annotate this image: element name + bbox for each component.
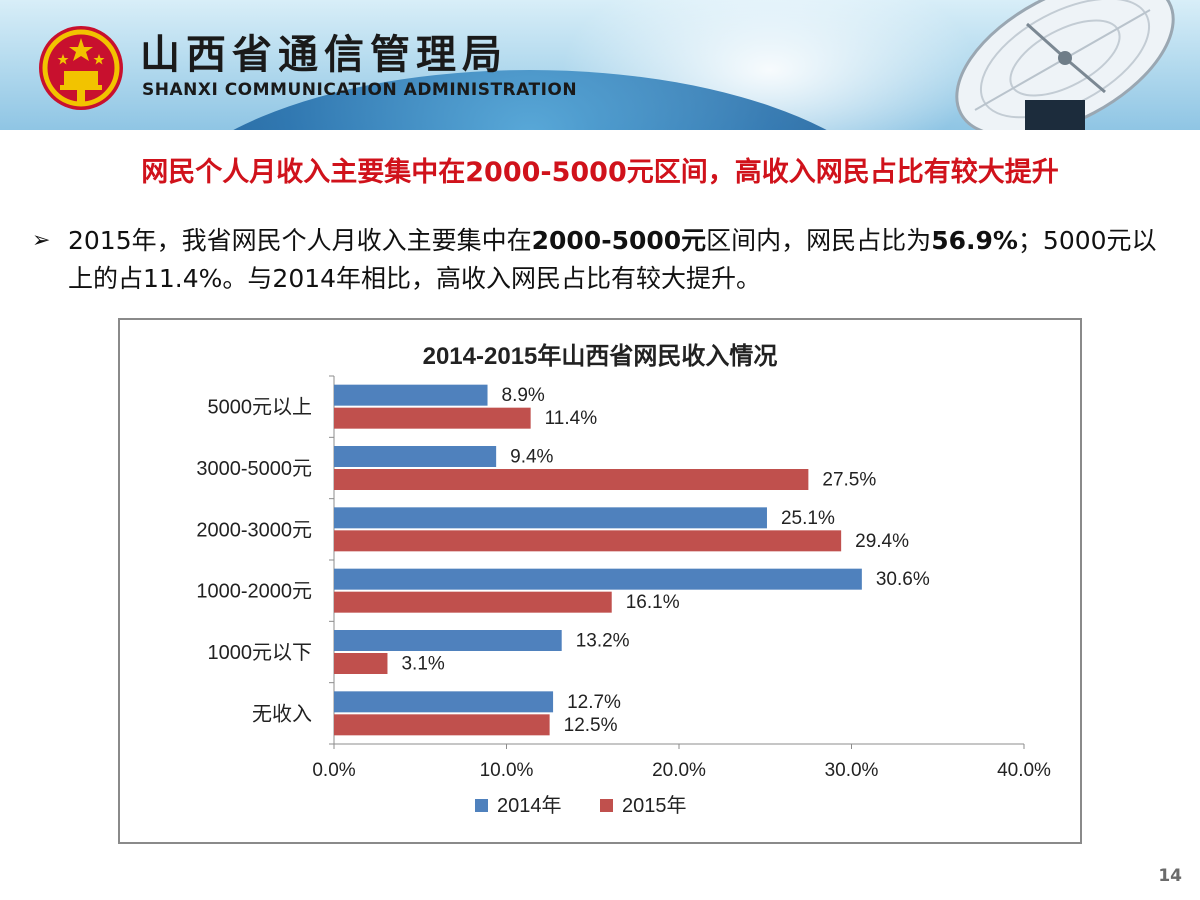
bar-2015年 bbox=[334, 407, 531, 429]
data-label: 3.1% bbox=[401, 654, 444, 675]
national-emblem-icon bbox=[39, 26, 123, 110]
bar-2014年 bbox=[334, 384, 488, 406]
bar-2015年 bbox=[334, 714, 550, 736]
category-label: 1000元以下 bbox=[208, 642, 313, 664]
bullet-arrow-icon: ➢ bbox=[32, 228, 51, 253]
legend-label: 2014年 bbox=[497, 794, 562, 817]
chart-title: 2014-2015年山西省网民收入情况 bbox=[423, 342, 778, 370]
chart-frame: 2014-2015年山西省网民收入情况 5000元以上 8.9% 11.4% 3000-… bbox=[118, 318, 1082, 844]
category-label: 5000元以上 bbox=[208, 396, 313, 419]
bullet-part-bold: 2000-5000元 bbox=[531, 226, 707, 255]
bar-2014年 bbox=[334, 691, 554, 713]
category-label: 3000-5000元 bbox=[196, 458, 312, 480]
data-label: 11.4% bbox=[545, 408, 598, 429]
data-label: 29.4% bbox=[855, 531, 909, 552]
bar-2015年 bbox=[334, 591, 612, 613]
data-label: 9.4% bbox=[510, 447, 553, 468]
bullet-point: ➢ 2015年，我省网民个人月收入主要集中在2000-5000元区间内，网民占比… bbox=[32, 222, 1172, 298]
satellite-dish-icon bbox=[955, 0, 1175, 130]
x-tick-label: 40.0% bbox=[997, 760, 1051, 781]
x-tick-label: 20.0% bbox=[652, 760, 706, 781]
header-banner bbox=[0, 0, 1200, 130]
bullet-part: 区间内，网民占比为 bbox=[706, 226, 932, 255]
legend-swatch bbox=[600, 799, 613, 812]
legend-swatch bbox=[475, 799, 488, 812]
data-label: 27.5% bbox=[822, 470, 876, 491]
data-label: 25.1% bbox=[781, 508, 835, 529]
slide-headline: 网民个人月收入主要集中在2000-5000元区间，高收入网民占比有较大提升 bbox=[141, 157, 1059, 188]
income-bar-chart: 2014-2015年山西省网民收入情况 5000元以上 8.9%11.4% 3000-… bbox=[196, 342, 1051, 817]
bar-2014年 bbox=[334, 630, 562, 651]
org-name-cn: 山西省通信管理局 bbox=[140, 32, 508, 78]
data-label: 8.9% bbox=[502, 385, 545, 406]
x-tick-label: 30.0% bbox=[825, 760, 879, 781]
bullet-part: 2015年，我省网民个人月收入主要集中在 bbox=[68, 226, 532, 255]
bar-2014年 bbox=[334, 507, 767, 529]
bullet-part-bold: 56.9% bbox=[931, 226, 1018, 255]
bar-2015年 bbox=[334, 469, 809, 490]
category-label: 2000-3000元 bbox=[196, 519, 312, 541]
bar-2014年 bbox=[334, 568, 862, 590]
data-label: 30.6% bbox=[876, 569, 930, 590]
data-label: 13.2% bbox=[576, 631, 630, 652]
bar-2014年 bbox=[334, 446, 497, 467]
bar-2015年 bbox=[334, 530, 842, 552]
legend-label: 2015年 bbox=[622, 794, 687, 817]
bullet-text: 2015年，我省网民个人月收入主要集中在2000-5000元区间内，网民占比为5… bbox=[68, 222, 1172, 298]
data-label: 12.7% bbox=[567, 692, 621, 713]
bullet-part: ；5000元以上的占11.4%。与2014年相比，高收入网民占比有较大提升。 bbox=[68, 226, 1157, 293]
category-label: 无收入 bbox=[252, 702, 312, 725]
data-label: 12.5% bbox=[564, 715, 618, 736]
data-label: 16.1% bbox=[626, 592, 680, 613]
bar-2015年 bbox=[334, 653, 388, 674]
x-tick-label: 0.0% bbox=[312, 760, 355, 781]
org-name-en: SHANXI COMMUNICATION ADMINISTRATION bbox=[142, 80, 578, 100]
category-label: 1000-2000元 bbox=[196, 581, 312, 603]
page-number: 14 bbox=[1158, 866, 1182, 886]
x-tick-label: 10.0% bbox=[480, 760, 534, 781]
